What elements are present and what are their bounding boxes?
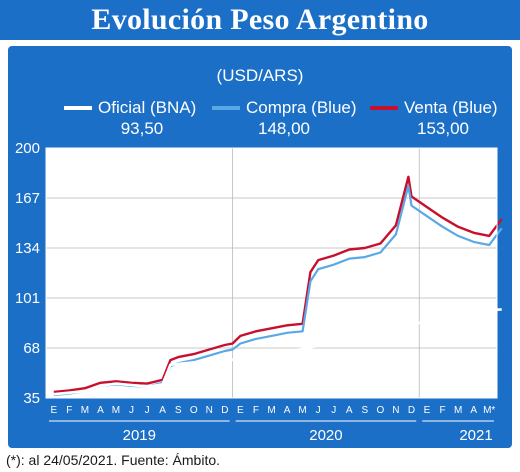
legend-value-venta: 153,00 [417,119,469,138]
x-month-label: F [253,405,259,416]
x-month-label: J [316,405,321,416]
x-month-label: A [97,405,104,416]
x-month-label: M* [483,405,495,416]
x-month-label: J [145,405,150,416]
x-year-label: 2020 [309,427,342,444]
y-tick-label: 200 [15,140,40,157]
x-month-label: J [331,405,336,416]
x-month-label: O [190,405,198,416]
series-line-oficial [53,308,502,396]
legend-swatch-compra-icon [212,106,240,110]
x-month-label: M [112,405,120,416]
x-year-label: 2021 [459,427,492,444]
legend-venta: Venta (Blue) [370,98,498,118]
x-month-label: A [159,405,166,416]
x-month-label: S [361,405,368,416]
x-month-label: E [50,405,57,416]
legend-label-compra: Compra (Blue) [246,98,357,117]
y-tick-label: 167 [15,190,40,207]
x-year-label: 2019 [123,427,156,444]
chart-title: Evolución Peso Argentino [0,0,520,40]
x-month-label: N [392,405,399,416]
x-month-label: J [129,405,134,416]
x-month-label: M [81,405,89,416]
x-month-label: M [454,405,462,416]
y-tick-label: 101 [15,290,40,307]
y-tick-label: 68 [23,340,40,357]
y-tick-label: 35 [23,390,40,407]
x-month-label: D [221,405,228,416]
legend-swatch-venta-icon [370,106,398,110]
legend-compra: Compra (Blue) [212,98,357,118]
series-line-venta [53,175,503,394]
x-month-label: E [424,405,431,416]
x-month-label: F [66,405,72,416]
x-month-label: A [346,405,353,416]
footnote: (*): al 24/05/2021. Fuente: Ámbito. [6,452,221,468]
x-month-label: S [175,405,182,416]
legend-swatch-oficial-icon [64,106,92,110]
legend-value-compra: 148,00 [258,119,310,138]
x-month-label: M [267,405,275,416]
x-month-label: E [237,405,244,416]
y-tick-label: 134 [15,240,40,257]
legend-oficial: Oficial (BNA) [64,98,196,118]
x-month-label: A [470,405,477,416]
x-month-label: M [298,405,306,416]
x-month-label: F [440,405,446,416]
plot-border [45,147,498,399]
legend-label-venta: Venta (Blue) [404,98,498,117]
legend-label-oficial: Oficial (BNA) [98,98,197,117]
chart-subtitle: (USD/ARS) [216,66,304,85]
plot-area [46,148,497,398]
x-month-label: A [284,405,291,416]
x-month-label: N [206,405,213,416]
x-month-label: D [408,405,415,416]
x-month-label: O [376,405,384,416]
legend-value-oficial: 93,50 [120,119,164,138]
